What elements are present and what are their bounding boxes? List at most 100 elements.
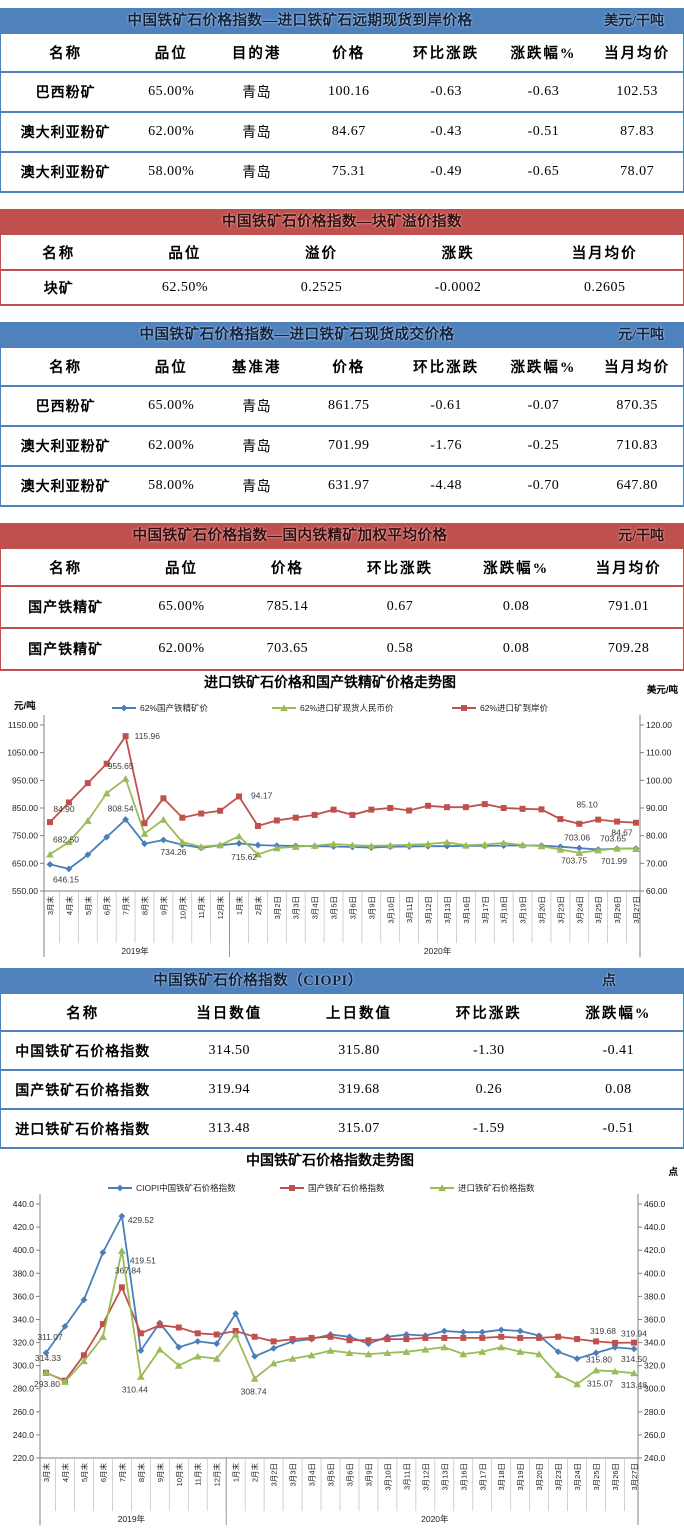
value-cell: 314.50 xyxy=(208,1042,251,1058)
value-cell: 青岛 xyxy=(242,440,272,455)
value-cell: 319.94 xyxy=(208,1081,251,1097)
value-cell: -0.43 xyxy=(430,124,462,139)
right-tick-label: 360.0 xyxy=(644,1314,666,1324)
column-header: 价格 xyxy=(332,46,366,62)
value-cell: 87.83 xyxy=(620,124,655,139)
column-header: 价格 xyxy=(270,560,304,577)
legend-diamond-icon xyxy=(120,704,128,712)
value-cell: 0.58 xyxy=(386,641,414,656)
value-cell: -1.30 xyxy=(472,1042,505,1058)
table-row: 巴西粉矿 65.00% 青岛 100.16 -0.63 -0.63 102.53 xyxy=(0,72,684,112)
value-cell: 0.08 xyxy=(502,641,530,656)
data-point-label: 293.80 xyxy=(34,1379,60,1389)
table-import-spot-deal-price: 中国铁矿石价格指数—进口铁矿石现货成交价格 元/干吨 名称 品位 基准港 价格 环比涨跌 涨跌… xyxy=(0,322,684,507)
column-header: 环比涨跌 xyxy=(455,1005,522,1022)
value-cell: 647.80 xyxy=(616,478,658,493)
row-name-cell: 国产铁精矿 xyxy=(28,643,104,658)
value-cell: 84.67 xyxy=(331,124,366,139)
left-axis-unit-label: 元/吨 xyxy=(14,700,36,712)
table-row: 澳大利亚粉矿 58.00% 青岛 75.31 -0.49 -0.65 78.07 xyxy=(0,152,684,192)
value-cell: 62.00% xyxy=(148,124,195,139)
left-tick-label: 380.0 xyxy=(13,1268,35,1278)
value-cell: 703.65 xyxy=(266,641,309,656)
value-cell: -0.07 xyxy=(527,398,560,413)
data-point-label: 115.96 xyxy=(135,731,161,741)
data-point-label: 734.26 xyxy=(160,847,186,857)
column-header: 涨跌幅% xyxy=(483,560,550,577)
value-cell: -4.48 xyxy=(430,478,462,493)
table-unit-label: 美元/干吨 xyxy=(604,14,664,29)
data-point-label: 703.65 xyxy=(600,833,626,843)
column-header: 名称 xyxy=(66,1005,100,1022)
x-category-label: 3月18日 xyxy=(497,1463,506,1491)
x-category-label: 3月12日 xyxy=(424,896,433,924)
x-category-label: 3月11日 xyxy=(402,1463,411,1490)
x-category-label: 2月末 xyxy=(253,896,263,916)
value-cell: 315.80 xyxy=(338,1042,380,1058)
table-row: 中国铁矿石价格指数 314.50 315.80 -1.30 -0.41 xyxy=(0,1031,684,1070)
column-header: 基准港 xyxy=(231,360,282,376)
x-category-label: 9月末 xyxy=(155,1463,165,1483)
right-tick-label: 460.0 xyxy=(644,1199,666,1209)
x-category-label: 5月末 xyxy=(79,1463,89,1483)
value-cell: 65.00% xyxy=(148,398,195,413)
x-category-label: 3月19日 xyxy=(519,896,528,924)
legend-label: 62%进口矿现货人民币价 xyxy=(300,703,394,713)
table-header-band: 中国铁矿石价格指数—国内铁精矿加权平均价格 元/干吨 xyxy=(0,523,684,549)
legend-item: CIOPI中国铁矿石价格指数 xyxy=(108,1183,236,1193)
right-tick-label: 90.00 xyxy=(646,803,668,813)
table-row: 巴西粉矿 65.00% 青岛 861.75 -0.61 -0.07 870.35 xyxy=(0,386,684,426)
data-point-label: 319.94 xyxy=(621,1329,647,1339)
x-category-label: 3月3日 xyxy=(289,1463,298,1486)
right-tick-label: 110.00 xyxy=(646,748,672,758)
x-category-label: 3月10日 xyxy=(386,896,395,924)
x-category-label: 3月16日 xyxy=(462,896,471,924)
value-cell: 78.07 xyxy=(620,164,655,179)
series-markers-triangle xyxy=(46,775,640,858)
data-point-label: 315.07 xyxy=(587,1378,613,1388)
x-category-label: 12月末 xyxy=(215,896,225,920)
x-category-label: 3月5日 xyxy=(330,896,339,919)
value-cell: 785.14 xyxy=(266,599,309,614)
x-category-label: 11月末 xyxy=(196,896,206,919)
left-tick-label: 1050.00 xyxy=(7,748,38,758)
data-point-label: 85.10 xyxy=(576,800,598,810)
right-tick-label: 300.0 xyxy=(644,1384,666,1394)
legend-label: 进口铁矿石价格指数 xyxy=(458,1183,535,1193)
value-cell: 631.97 xyxy=(328,478,370,493)
x-category-label: 10月末 xyxy=(174,1463,184,1487)
left-tick-label: 360.0 xyxy=(13,1291,35,1301)
legend-diamond-icon xyxy=(116,1184,124,1192)
x-category-label: 3月24日 xyxy=(573,1463,582,1491)
table-row: 澳大利亚粉矿 58.00% 青岛 631.97 -4.48 -0.70 647.80 xyxy=(0,466,684,506)
x-category-label: 3月16日 xyxy=(459,1463,468,1491)
right-tick-label: 400.0 xyxy=(644,1268,666,1278)
year-label: 2019年 xyxy=(118,1514,146,1524)
x-category-label: 3月13日 xyxy=(440,1463,449,1491)
x-category-label: 3月27日 xyxy=(630,1463,639,1491)
right-axis-unit-label: 美元/吨 xyxy=(646,684,679,696)
x-category-label: 4月末 xyxy=(64,896,74,916)
value-cell: -0.51 xyxy=(602,1120,635,1136)
table-import-forward-cfr-price: 中国铁矿石价格指数—进口铁矿石远期现货到岸价格 美元/干吨 名称 品位 目的港 价格 环比涨… xyxy=(0,8,684,193)
value-cell: 313.48 xyxy=(208,1120,251,1136)
legend-square-icon xyxy=(461,705,467,711)
column-header: 环比涨跌 xyxy=(413,360,480,376)
x-category-label: 3月20日 xyxy=(535,1463,544,1491)
series-line-square xyxy=(45,1285,635,1382)
series-line-triangle xyxy=(45,1250,635,1386)
value-cell: -0.0002 xyxy=(434,279,482,295)
column-header: 名称 xyxy=(49,46,83,62)
value-cell: -0.49 xyxy=(430,164,462,179)
series-markers-triangle xyxy=(42,1247,638,1388)
x-category-label: 3月23日 xyxy=(556,896,565,924)
x-category-label: 3月末 xyxy=(41,1463,51,1483)
legend-item: 62%国产铁精矿价 xyxy=(112,703,209,713)
left-tick-label: 220.0 xyxy=(13,1453,35,1463)
legend-label: CIOPI中国铁矿石价格指数 xyxy=(136,1183,236,1193)
column-header: 涨跌 xyxy=(441,245,475,262)
series-line-square xyxy=(49,733,637,828)
series-markers-square xyxy=(47,733,639,829)
